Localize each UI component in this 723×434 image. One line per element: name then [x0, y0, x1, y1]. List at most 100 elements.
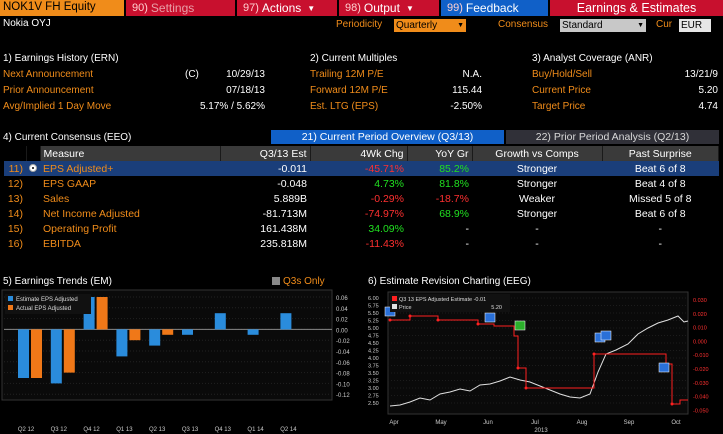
y-tick-label: -0.02	[336, 339, 350, 345]
revision-chart: 6.00 5.755.50 5.255.00 4.754.50 4.254.00 3.75…	[368, 291, 709, 434]
row-growth-vs-comps: -	[535, 222, 539, 235]
output-button[interactable]: 98) Output ▼	[339, 0, 439, 16]
left-tick-label: 4.75	[368, 334, 379, 340]
y-tick-label: 0.04	[336, 307, 348, 313]
row-measure[interactable]: Sales	[43, 192, 70, 205]
legend-box	[390, 294, 510, 312]
row-growth-vs-comps: -	[535, 237, 539, 250]
row-radio[interactable]	[26, 176, 40, 191]
row-radio[interactable]	[26, 206, 40, 221]
x-tick-label: Q2 13	[149, 427, 166, 433]
current-consensus-title[interactable]: 4) Current Consensus (EEO)	[3, 132, 132, 143]
tab-current-period[interactable]: 21) Current Period Overview (Q3/13)	[271, 130, 504, 144]
company-name: Nokia OYJ	[3, 18, 51, 29]
periodicity-dropdown[interactable]: Quarterly ▼	[394, 19, 466, 32]
table-row[interactable]: 13) Sales 5.889B -0.29% -18.7% Weaker Missed 5…	[4, 191, 719, 206]
row-past-surprise: Missed 5 of 8	[629, 192, 692, 205]
row-growth-vs-comps: Stronger	[472, 161, 602, 176]
actions-number: 97)	[243, 2, 259, 14]
ticker-field[interactable]: NOK1V FH Equity	[0, 0, 124, 16]
table-row[interactable]: 11) EPS Adjusted+ -0.011 -45.71% 85.2% Strong…	[4, 161, 719, 176]
row-radio[interactable]	[26, 221, 40, 236]
est-ltg-label: Est. LTG (EPS)	[310, 101, 379, 112]
est-ltg-value: -2.50%	[450, 101, 482, 112]
estimate-bar	[18, 329, 29, 378]
right-tick-label: -0.010	[693, 353, 709, 359]
left-tick-label: 5.75	[368, 304, 379, 310]
header-4wk-chg[interactable]: 4Wk Chg	[310, 146, 408, 161]
x-tick-label: Q4 12	[83, 427, 100, 433]
row-growth-vs-comps: Stronger	[516, 177, 558, 190]
row-4wk-chg: -45.71%	[310, 161, 407, 176]
row-radio[interactable]	[26, 236, 40, 251]
header-growth-vs-comps[interactable]: Growth vs Comps	[472, 146, 603, 161]
left-tick-label: 5.25	[368, 319, 379, 325]
table-row[interactable]: 14) Net Income Adjusted -81.713M -74.97% 68.…	[4, 206, 719, 221]
consensus-value: Standard	[562, 20, 603, 31]
legend-box	[5, 294, 91, 314]
row-index: 12)	[7, 177, 23, 190]
left-tick-label: 4.50	[368, 341, 379, 347]
earnings-history-title[interactable]: 1) Earnings History (ERN)	[3, 53, 119, 64]
row-index: 13)	[7, 192, 23, 205]
actual-bar	[96, 297, 108, 330]
settings-button[interactable]: 90) Settings	[126, 0, 235, 16]
current-price-label: Current Price	[532, 85, 591, 96]
analyst-coverage-title[interactable]: 3) Analyst Coverage (ANR)	[532, 53, 653, 64]
actions-button[interactable]: 97) Actions ▼	[237, 0, 337, 16]
row-measure[interactable]: EPS GAAP	[43, 177, 97, 190]
earnings-trends-title[interactable]: 5) Earnings Trends (EM)	[3, 276, 112, 287]
header-est[interactable]: Q3/13 Est	[220, 146, 311, 161]
row-past-surprise: -	[658, 237, 663, 250]
actual-bar	[31, 329, 42, 378]
table-row[interactable]: 12) EPS GAAP -0.048 4.73% 81.8% Stronger Beat …	[4, 176, 719, 191]
header-past-surprise[interactable]: Past Surprise	[602, 146, 719, 161]
table-row[interactable]: 15) Operating Profit 161.438M 34.09% - - -	[4, 221, 719, 236]
event-marker	[484, 312, 496, 323]
next-announcement-value: 10/29/13	[226, 69, 265, 80]
row-measure[interactable]: EBITDA	[43, 237, 81, 250]
row-measure[interactable]: Net Income Adjusted	[43, 207, 140, 220]
legend-swatch	[392, 296, 397, 301]
feedback-button[interactable]: 99) Feedback	[441, 0, 548, 16]
currency-dropdown[interactable]: EUR	[679, 19, 711, 32]
q3s-only-toggle[interactable]: Q3s Only	[272, 276, 325, 287]
estimate-point	[408, 314, 412, 318]
header-measure[interactable]: Measure	[40, 146, 221, 161]
row-radio[interactable]	[26, 191, 40, 206]
row-growth-vs-comps: Stronger	[516, 207, 558, 220]
current-price-value: 5.20	[698, 85, 718, 96]
x-tick-label: Jul	[531, 420, 539, 426]
target-price-value: 4.74	[698, 101, 718, 112]
q3s-only-label: Q3s Only	[283, 276, 325, 287]
left-tick-label: 3.00	[368, 386, 379, 392]
row-index: 11)	[4, 161, 26, 176]
right-tick-label: -0.020	[693, 367, 709, 373]
header-yoy-gr[interactable]: YoY Gr	[407, 146, 473, 161]
target-price-label: Target Price	[532, 101, 586, 112]
estimate-point	[670, 402, 674, 406]
header-radio	[26, 146, 41, 161]
revision-chart-title[interactable]: 6) Estimate Revision Charting (EEG)	[368, 276, 531, 287]
legend-label: Price	[399, 305, 412, 311]
consensus-dropdown[interactable]: Standard ▼	[560, 19, 646, 32]
row-radio[interactable]	[26, 161, 40, 176]
chevron-down-icon: ▼	[405, 3, 414, 13]
row-measure[interactable]: EPS Adjusted+	[40, 161, 220, 176]
feedback-number: 99)	[447, 2, 463, 14]
left-tick-label: 2.50	[368, 401, 379, 407]
row-est: 161.438M	[260, 222, 307, 235]
row-past-surprise: Beat 6 of 8	[602, 161, 719, 176]
legend-swatch	[8, 296, 13, 301]
x-tick-label: Q2 12	[18, 427, 35, 433]
currency-value: EUR	[681, 20, 703, 31]
y-tick-label: -0.06	[336, 361, 350, 367]
legend-label: Actual EPS Adjusted	[16, 306, 71, 312]
table-row[interactable]: 16) EBITDA 235.818M -11.43% - - -	[4, 236, 719, 251]
x-tick-label: Jun	[483, 420, 493, 426]
tab-prior-period[interactable]: 22) Prior Period Analysis (Q2/13)	[506, 130, 719, 144]
row-past-surprise: Beat 4 of 8	[634, 177, 686, 190]
row-measure[interactable]: Operating Profit	[43, 222, 117, 235]
table-header-row: Measure Q3/13 Est 4Wk Chg YoY Gr Growth …	[4, 146, 719, 161]
y-tick-label: 0.06	[336, 296, 348, 302]
